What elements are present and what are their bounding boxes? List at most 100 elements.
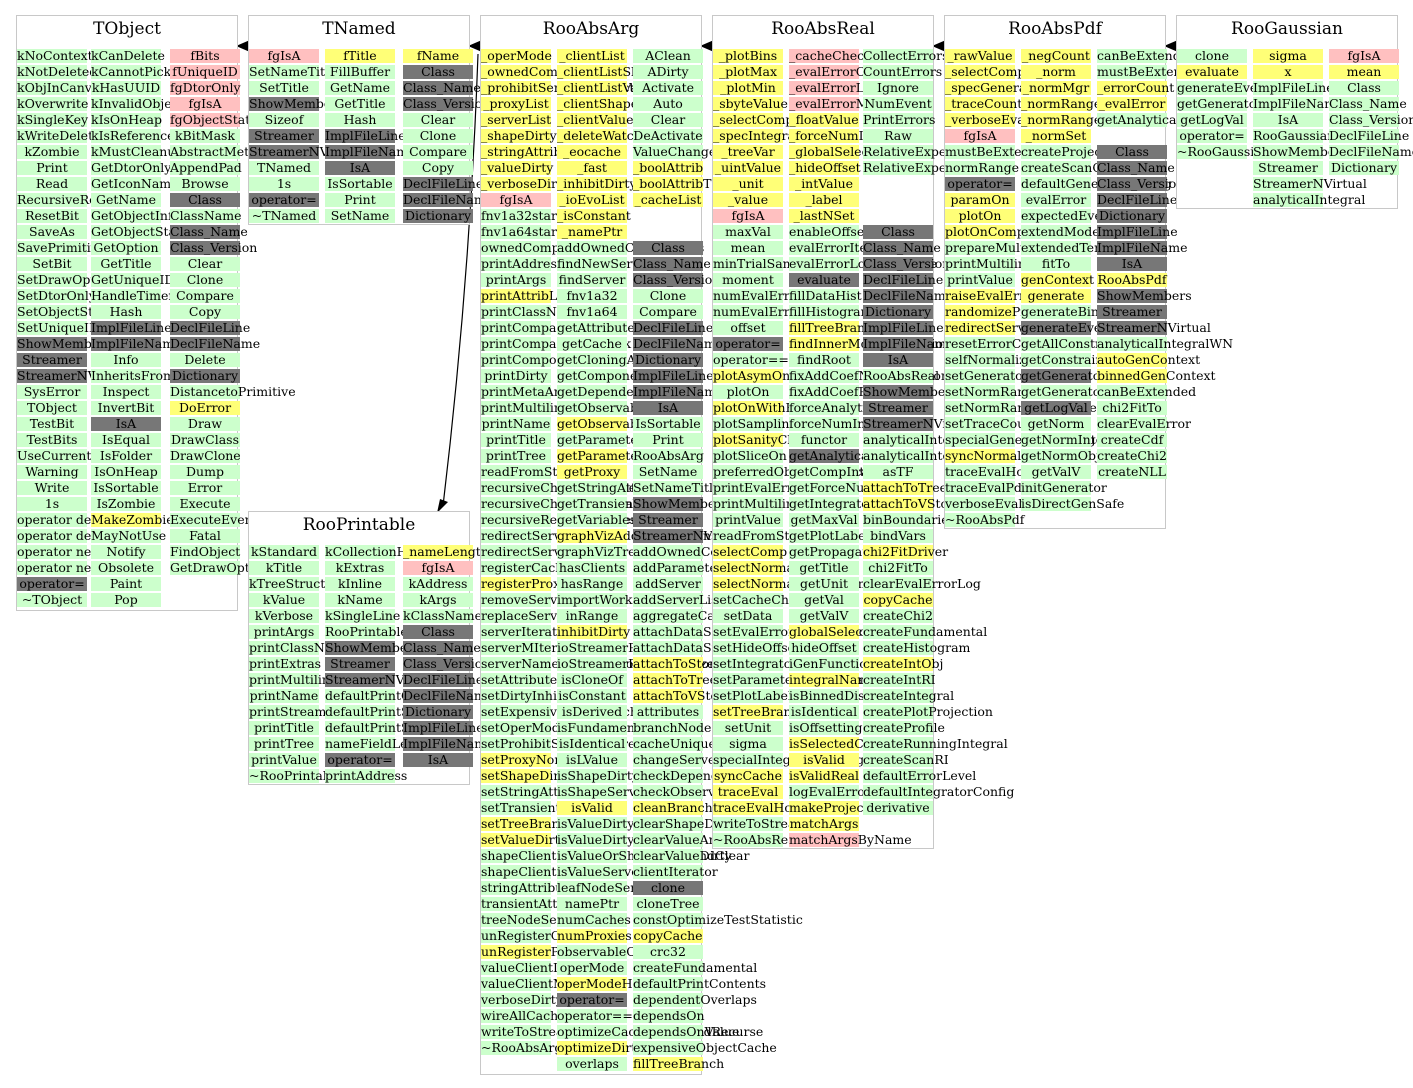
class-member: printEvalErrors — [713, 480, 813, 495]
class-member: fgIsA — [481, 193, 551, 207]
class-member: SetObjectStat — [17, 304, 106, 319]
class-member: leafNodeServerList — [557, 880, 681, 895]
class-member: initGenerator — [1021, 480, 1107, 495]
class-member: fBits — [170, 49, 240, 63]
class-member: enableOffsetting — [789, 224, 895, 239]
class-member: ImplFileName — [633, 384, 724, 399]
class-member: ShowMembers — [17, 336, 112, 351]
class-member: redirectServers — [481, 528, 581, 543]
class-member: _norm — [1021, 65, 1091, 79]
class-member: RooGaussian — [1253, 128, 1336, 143]
class-member: isBinnedDistribution — [789, 688, 921, 703]
class-member: fgIsA — [713, 209, 783, 223]
class-member: ImplFileLine — [91, 320, 172, 335]
member-column: kCollectionHeader kExtras kInline kName kSin… — [325, 545, 459, 785]
arrow-rooabsarg-to-rooprintable — [442, 53, 479, 507]
class-member: DeActivate — [633, 128, 703, 143]
class-member: nameFieldLength — [325, 736, 437, 751]
class-member: Streamer — [249, 129, 319, 143]
member-column: sigma x ImplFileLine ImplFileName IsA RooGaus… — [1253, 49, 1367, 209]
class-member: kTitle — [249, 561, 319, 575]
class-member: shapeClientMIterator — [481, 864, 619, 879]
class-member: registerCache — [481, 560, 571, 575]
class-member: fnv1a32start — [481, 208, 562, 223]
class-member: setTransientAttribute — [481, 800, 618, 815]
class-member: isShapeServer — [557, 784, 650, 799]
class-member: getValV — [1021, 465, 1091, 479]
class-member: ImplFileName — [403, 736, 494, 751]
class-member: kTreeStructure — [249, 576, 347, 591]
class-member: kValue — [249, 593, 319, 607]
class-member: clone — [633, 881, 703, 895]
class-member: PrintErrors — [863, 112, 936, 127]
class-member: ImplFileLine — [325, 128, 406, 143]
class-tnamed: TNamed fgIsA SetNameTitle SetTitle ShowMemb… — [248, 15, 493, 225]
class-member: operator= — [1177, 129, 1247, 143]
class-member: CollectErrors — [863, 48, 949, 63]
class-member: namePtr — [557, 897, 627, 911]
class-title: RooAbsReal — [771, 19, 875, 39]
class-member: fName — [403, 49, 473, 63]
class-member: IsSortable — [633, 417, 703, 431]
class-member: Dictionary — [863, 304, 933, 319]
class-member: attachToVStore — [863, 496, 962, 511]
class-member: writeToStream — [713, 816, 808, 831]
class-member: StreamerNVirtual — [325, 672, 439, 687]
class-member: operator delete — [17, 512, 116, 527]
class-member: fnv1a64start — [481, 224, 562, 239]
class-member: defaultPrintContents — [325, 688, 459, 703]
class-member: unRegisterCache — [481, 928, 591, 943]
class-member: 1s — [249, 177, 319, 191]
class-member: ImplFileLine — [863, 320, 944, 335]
class-member: GetTitle — [91, 257, 161, 271]
class-member: getMaxVal — [789, 512, 859, 527]
class-member: plotOn — [945, 209, 1015, 223]
class-member: DeclFileName — [170, 336, 261, 351]
class-member: getUnit — [789, 577, 859, 591]
class-member: traceEvalPdf — [945, 480, 1027, 495]
class-member: generateBinned — [1021, 304, 1123, 319]
class-member: Class — [403, 625, 473, 639]
class-member: IsZombie — [91, 497, 161, 511]
class-member: printTitle — [481, 433, 551, 447]
class-member: createProfile — [863, 720, 945, 735]
class-member: fillHistogram — [789, 304, 873, 319]
class-member: SetNameTitle — [249, 64, 337, 79]
class-member: SysError — [17, 385, 87, 399]
class-member: operator= — [17, 577, 87, 591]
class-member: Paint — [91, 577, 161, 591]
class-member: isLValue — [557, 753, 627, 767]
class-member: redirectServersHook — [481, 544, 615, 559]
class-member: Class — [170, 193, 240, 207]
class-member: cloneTree — [633, 897, 703, 911]
class-member: ~RooAbsArg — [481, 1040, 563, 1055]
class-member: plotAsymOn — [713, 368, 791, 383]
class-member: IsOnHeap — [91, 465, 161, 479]
class-member: addServerList — [633, 592, 723, 607]
class-member: GetIconName — [91, 176, 179, 191]
class-member: RelativeExpected — [863, 160, 974, 175]
class-member: Draw — [170, 417, 240, 431]
member-column: AClean ADirty Activate Auto Clear DeActivate V… — [633, 49, 820, 1073]
class-member: isValueOrShapeDirtyAndClear — [557, 849, 749, 863]
class-member: GetTitle — [325, 97, 395, 111]
class-member: printMultiline — [945, 256, 1034, 271]
class-member: shapeClientIterator — [481, 848, 606, 863]
class-rooabsarg: RooAbsArg _operMode_ownedComponents _proh… — [480, 15, 820, 1075]
class-member: printExtras — [249, 656, 322, 671]
class-member: _namePtr — [557, 225, 627, 239]
class-member: hasRange — [557, 577, 627, 591]
class-member: kMustCleanup — [91, 144, 184, 159]
class-member: analyticalIntegral — [1253, 192, 1366, 207]
class-member: getLogVal — [1177, 113, 1247, 127]
class-member: AppendPad — [170, 160, 242, 175]
class-member: StreamerNVirtual — [863, 416, 977, 431]
class-member: setHideOffset — [713, 640, 801, 655]
class-member: plotOn — [713, 385, 783, 399]
class-member: _cacheList — [633, 192, 703, 207]
class-member: ImplFileName — [863, 336, 954, 351]
class-member: Print — [17, 161, 87, 175]
class-member: GetUniqueID — [91, 272, 175, 287]
class-member: _fast — [557, 161, 627, 175]
class-member: printValue — [945, 273, 1015, 287]
